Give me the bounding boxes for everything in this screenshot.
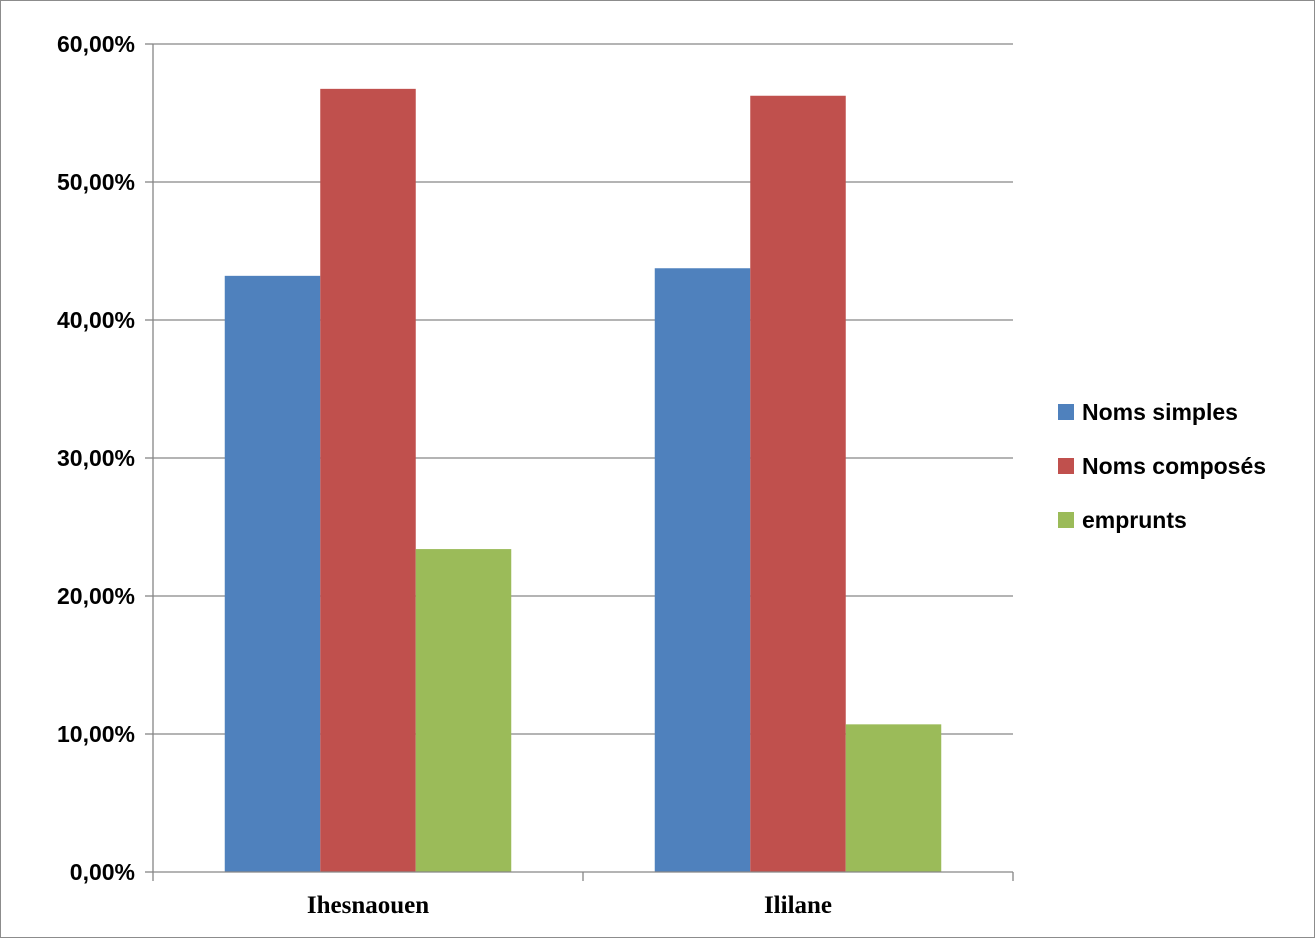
axes — [145, 43, 1014, 881]
x-tick-labels: Ihesnaouen Ililane — [307, 892, 832, 919]
bar-noms-compos-s-ililane — [750, 95, 846, 872]
y-tick-labels: 0,00% 10,00% 20,00% 30,00% 40,00% 50,00% 60,00… — [57, 31, 135, 885]
bars — [224, 88, 942, 873]
legend-label: Noms composés — [1082, 453, 1266, 479]
y-tick-label: 50,00% — [57, 169, 135, 195]
y-tick-label: 60,00% — [57, 31, 135, 57]
y-tick-label: 0,00% — [70, 859, 135, 885]
legend-swatch — [1058, 404, 1074, 420]
y-tick-label: 10,00% — [57, 721, 135, 747]
legend-swatch — [1058, 512, 1074, 528]
x-tick-label: Ililane — [764, 892, 832, 919]
y-tick-label: 40,00% — [57, 307, 135, 333]
legend-label: Noms simples — [1082, 399, 1238, 425]
legend-label: emprunts — [1082, 507, 1187, 533]
x-tick-label: Ihesnaouen — [307, 892, 429, 919]
legend: Noms simples Noms composés emprunts — [1058, 399, 1266, 533]
bar-noms-compos-s-ihesnaouen — [320, 88, 416, 873]
bar-noms-simples-ililane — [654, 268, 751, 872]
y-tick-label: 20,00% — [57, 583, 135, 609]
y-tick-label: 30,00% — [57, 445, 135, 471]
bar-emprunts-ililane — [845, 724, 942, 872]
bar-noms-simples-ihesnaouen — [224, 275, 321, 873]
bar-emprunts-ihesnaouen — [415, 549, 512, 872]
legend-swatch — [1058, 458, 1074, 474]
